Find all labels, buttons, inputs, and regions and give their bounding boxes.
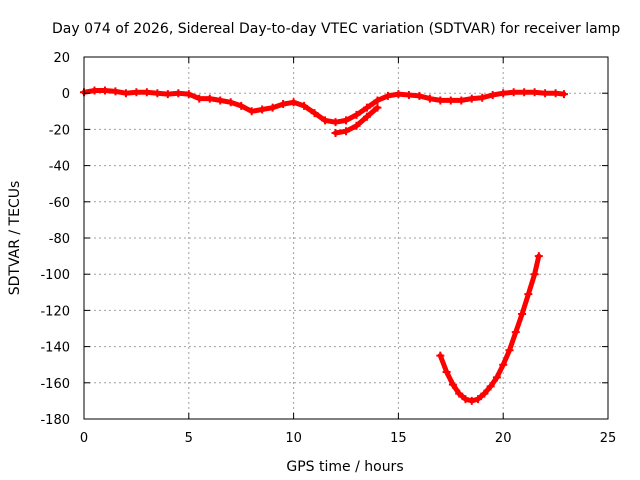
data-point [373,103,382,112]
data-point [216,96,225,105]
data-point [310,109,319,118]
data-point [511,328,520,337]
data-point [100,86,109,95]
x-tick-label: 15 [390,431,407,446]
y-tick-label: -140 [40,341,70,356]
x-tick-label: 25 [600,431,617,446]
data-point [505,346,514,355]
data-point [247,107,256,116]
data-point [174,89,183,98]
data-point [499,360,508,369]
ticks: 0 5 10 15 20 25 20 0 -20 -40 -60 -80 -100 -120 -140 -16… [40,51,616,446]
y-tick-label: 0 [62,87,70,102]
data-point [342,116,350,125]
data-point [436,351,445,360]
data-point [436,96,445,105]
data-point [258,105,267,114]
data-point [518,310,527,319]
y-tick-label: -180 [40,413,70,428]
data-point [448,380,457,389]
y-tick-label: -40 [49,160,70,175]
x-tick-label: 20 [495,431,512,446]
data-point [352,121,361,130]
data-point [163,90,172,99]
data-point [331,118,340,127]
data-point [551,89,560,98]
data-point [404,91,413,100]
y-tick-label: -80 [49,232,70,247]
data-point [461,395,470,404]
data-point [499,89,508,98]
data-point [534,252,543,261]
y-tick-label: -160 [40,377,70,392]
y-tick-label: -100 [40,268,70,283]
data-point [331,129,340,138]
data-point [524,290,533,299]
data-point [383,91,392,100]
data-point [237,101,246,110]
data-point [467,94,476,103]
data-point [342,127,350,136]
data-point [153,89,162,98]
data-point [352,110,361,119]
data-point [530,270,539,279]
data-point [111,87,120,96]
data-point [446,96,455,105]
data-point [480,389,489,398]
data-point [142,88,151,97]
data-point [205,94,214,103]
y-tick-label: -60 [49,196,70,211]
data-point [195,94,204,103]
x-tick-label: 5 [185,431,193,446]
data-point [394,90,403,99]
data-point [268,103,277,112]
data-point [492,373,501,382]
data-point [289,98,298,107]
data-point [362,103,371,112]
data-point [478,93,487,102]
data-point [530,88,539,97]
data-point [520,88,529,97]
data-series [80,86,568,405]
data-point [474,395,483,404]
data-point [425,94,434,103]
data-point [90,86,99,95]
data-point [467,396,476,405]
data-point [279,100,288,109]
data-point [184,90,193,99]
y-tick-label: -120 [40,304,70,319]
data-point [362,112,371,121]
data-point [488,91,497,100]
y-axis-label: SDTVAR / TECUs [7,181,23,296]
y-tick-label: -20 [49,123,70,138]
data-point [455,389,464,398]
data-point [486,382,495,391]
data-point [132,88,141,97]
series-2-line [437,253,542,404]
data-point [321,116,330,125]
y-tick-label: 20 [53,51,70,66]
data-point [509,88,518,97]
x-tick-label: 0 [80,431,88,446]
data-point [373,96,382,105]
data-point [415,91,424,100]
chart-title: Day 074 of 2026, Sidereal Day-to-day VTE… [52,21,620,37]
data-point [121,89,130,98]
data-point [442,367,451,376]
data-point [541,89,550,98]
data-point [226,98,235,107]
data-point [300,101,309,110]
x-tick-label: 10 [285,431,302,446]
data-point [559,90,568,99]
data-point [457,96,466,105]
x-axis-label: GPS time / hours [286,459,403,475]
grid [84,57,608,419]
